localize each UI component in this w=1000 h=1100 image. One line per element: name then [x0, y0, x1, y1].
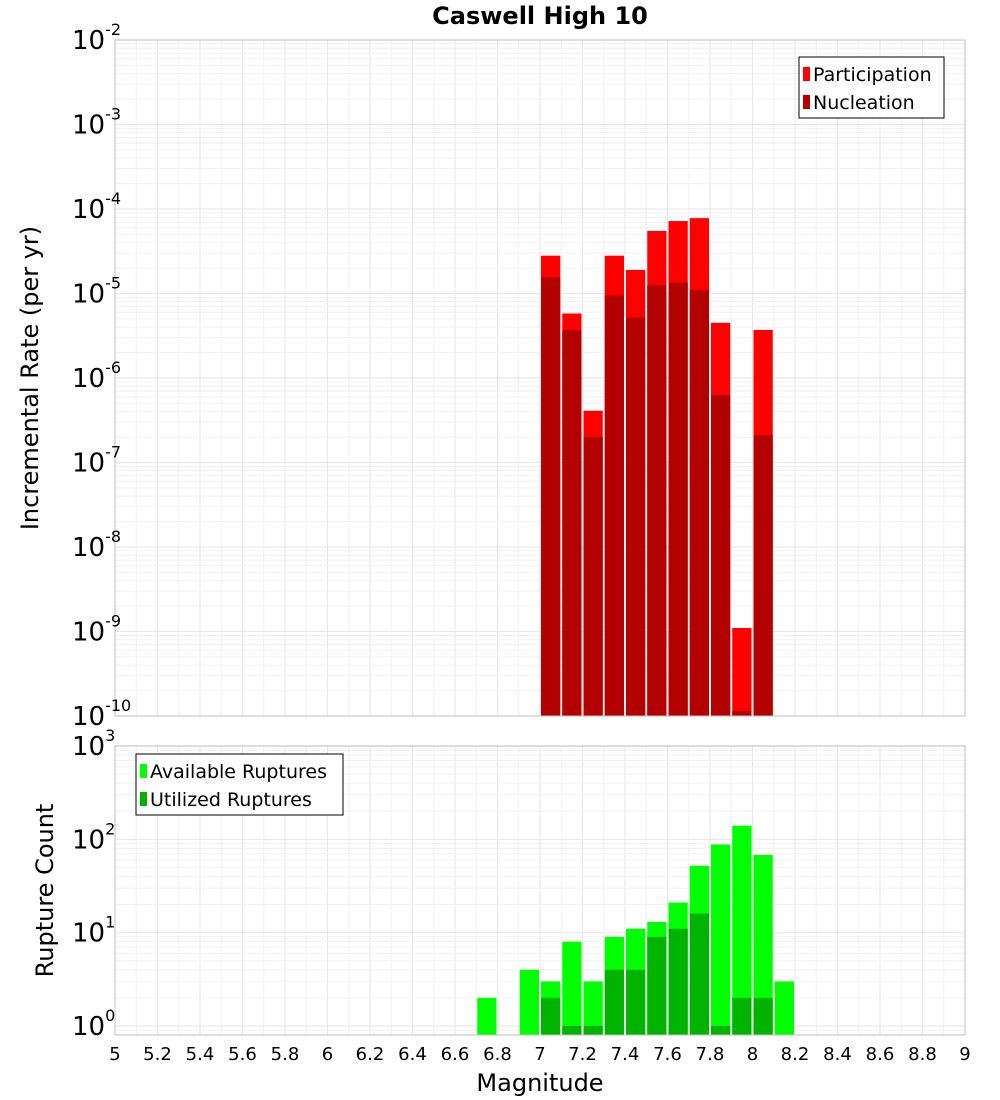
y-tick-label: 10-9 — [72, 612, 121, 648]
bar-nucleation — [668, 282, 688, 716]
bar-available-ruptures — [583, 981, 603, 1035]
bar-utilized-ruptures — [732, 997, 752, 1035]
y-tick-label: 10-2 — [72, 20, 121, 56]
x-tick-label: 8.4 — [823, 1044, 852, 1065]
legend-box — [798, 56, 945, 119]
bar-available-ruptures — [774, 981, 794, 1035]
bar-utilized-ruptures — [753, 997, 773, 1035]
y-axis-title: Incremental Rate (per yr) — [16, 226, 44, 530]
x-axis-title: Magnitude — [476, 1069, 603, 1097]
bar-nucleation — [753, 435, 773, 716]
bar-utilized-ruptures — [562, 1025, 582, 1035]
bar-utilized-ruptures — [604, 969, 624, 1035]
series-nucleation — [541, 277, 773, 716]
y-tick-label: 10-10 — [72, 696, 131, 732]
x-tick-label: 8.8 — [908, 1044, 937, 1065]
y-tick-label: 10-3 — [72, 105, 121, 141]
bar-utilized-ruptures — [689, 913, 709, 1035]
bar-nucleation — [604, 295, 624, 716]
bar-available-ruptures — [711, 844, 731, 1035]
bar-participation — [732, 628, 752, 716]
x-tick-label: 6 — [322, 1044, 333, 1065]
legend-label: Utilized Ruptures — [150, 789, 312, 811]
x-tick-label: 5 — [109, 1044, 120, 1065]
y-tick-label: 10-7 — [72, 443, 121, 479]
x-axis: 5 5.2 5.4 5.6 5.8 6 6.2 6.4 6.6 6.8 7 7.2 7.4 7.6 7.8 8… — [109, 1044, 970, 1065]
bar-available-ruptures — [732, 825, 752, 1035]
legend-label: Nucleation — [813, 92, 915, 114]
x-tick-label: 5.8 — [271, 1044, 300, 1065]
bar-nucleation — [626, 317, 646, 716]
bar-nucleation — [541, 277, 561, 716]
series-utilized-ruptures — [541, 913, 773, 1035]
bar-utilized-ruptures — [668, 928, 688, 1035]
bar-available-ruptures — [753, 854, 773, 1035]
count-panel: 100 101 102 103 Rupture Count Available Ruptu… — [31, 726, 966, 1042]
legend-swatch — [803, 67, 810, 81]
plot-frame — [114, 745, 966, 1036]
x-tick-label: 7.6 — [653, 1044, 682, 1065]
bar-available-ruptures — [477, 997, 497, 1035]
grid — [115, 40, 965, 716]
legend-swatch — [803, 95, 810, 109]
x-tick-label: 7.2 — [568, 1044, 597, 1065]
y-tick-label: 10-6 — [72, 358, 121, 394]
x-tick-label: 5.6 — [228, 1044, 257, 1065]
y-axis-title: Rupture Count — [31, 804, 59, 978]
x-tick-label: 7 — [534, 1044, 545, 1065]
legend-swatch — [140, 764, 147, 778]
chart-title: Caswell High 10 — [432, 2, 648, 30]
legend: Available Ruptures Utilized Ruptures — [135, 753, 344, 816]
bar-nucleation — [689, 290, 709, 716]
y-tick-label: 103 — [72, 726, 115, 762]
x-tick-label: 5.2 — [143, 1044, 172, 1065]
y-tick-label: 101 — [72, 913, 115, 949]
bar-nucleation — [711, 394, 731, 716]
grid — [115, 746, 965, 1035]
y-tick-label: 10-4 — [72, 189, 121, 225]
legend-label: Participation — [813, 64, 932, 86]
x-tick-label: 8.6 — [866, 1044, 895, 1065]
bar-utilized-ruptures — [541, 997, 561, 1035]
legend-box — [135, 753, 344, 816]
y-tick-label: 102 — [72, 819, 115, 855]
x-tick-label: 6.8 — [483, 1044, 512, 1065]
x-tick-label: 6.6 — [441, 1044, 470, 1065]
y-tick-label: 100 — [72, 1006, 115, 1042]
bar-nucleation — [562, 329, 582, 716]
y-ticks: 100 101 102 103 — [72, 726, 115, 1042]
rate-panel: 10-10 10-9 10-8 10-7 10-6 10-5 10-4 10-3 10-2 Inc… — [16, 20, 966, 732]
x-tick-label: 8 — [747, 1044, 758, 1065]
x-tick-label: 8.2 — [781, 1044, 810, 1065]
bar-nucleation — [647, 285, 667, 716]
bar-utilized-ruptures — [711, 1025, 731, 1035]
x-tick-label: 5.4 — [186, 1044, 215, 1065]
legend-swatch — [140, 792, 147, 806]
bar-utilized-ruptures — [583, 1025, 603, 1035]
x-tick-label: 6.4 — [398, 1044, 427, 1065]
y-ticks: 10-10 10-9 10-8 10-7 10-6 10-5 10-4 10-3 10-2 — [72, 20, 131, 732]
x-tick-label: 7.4 — [611, 1044, 640, 1065]
x-tick-label: 6.2 — [356, 1044, 385, 1065]
legend: Participation Nucleation — [798, 56, 945, 119]
y-tick-label: 10-5 — [72, 274, 121, 310]
y-tick-label: 10-8 — [72, 527, 121, 563]
bar-nucleation — [583, 437, 603, 716]
bar-available-ruptures — [519, 969, 539, 1035]
bar-nucleation — [732, 710, 752, 716]
bar-utilized-ruptures — [647, 936, 667, 1035]
bar-available-ruptures — [562, 941, 582, 1035]
legend-label: Available Ruptures — [150, 761, 327, 783]
plot-frame — [114, 39, 966, 717]
x-tick-label: 7.8 — [696, 1044, 725, 1065]
x-tick-label: 9 — [959, 1044, 970, 1065]
bar-utilized-ruptures — [626, 969, 646, 1035]
